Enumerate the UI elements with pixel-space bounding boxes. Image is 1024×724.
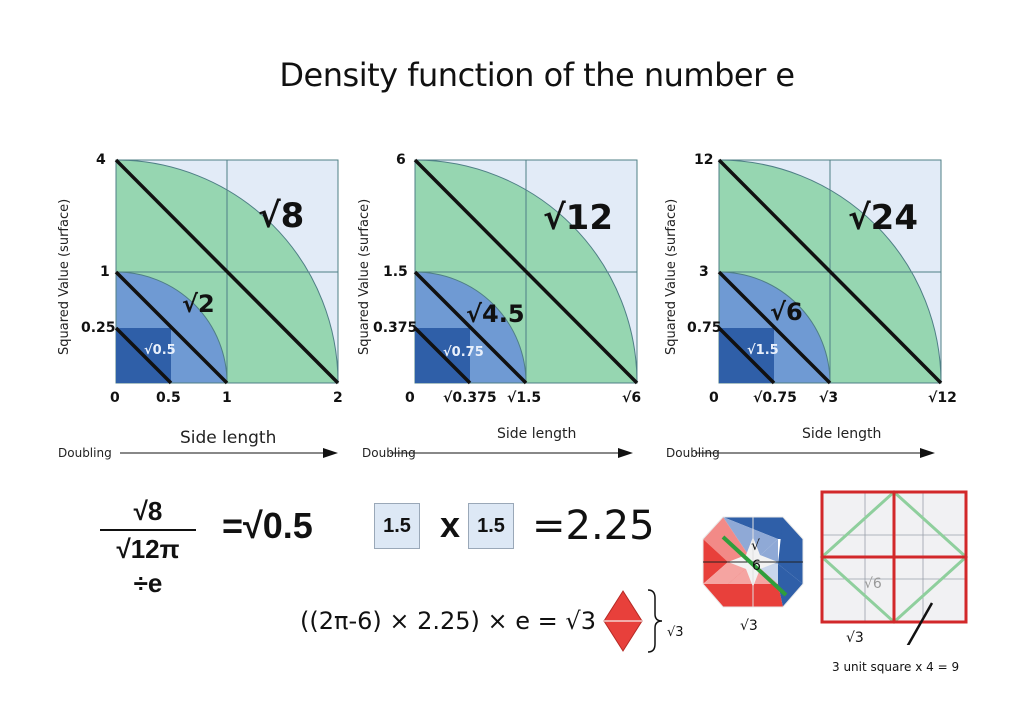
multiply-sign: x	[440, 504, 461, 545]
grid-side-label: √3	[846, 630, 864, 646]
octagon-caption: √3	[740, 618, 758, 634]
diagram-panel-1: Squared Value (surface) 4 1 0.25 0 0.5 1…	[0, 0, 1024, 460]
x-tick: 0	[110, 390, 120, 406]
fraction-bar	[100, 529, 196, 531]
page-title: Density function of the number e	[279, 56, 795, 94]
value-box-right: 1.5	[468, 503, 514, 549]
x-tick: √0.75	[753, 390, 797, 406]
region-label-mid: √2	[182, 290, 215, 318]
x-axis-label: Side length	[497, 426, 577, 442]
diagram-panel-2: Squared Value (surface) 6 1.5 0.375 0 √0…	[0, 0, 1024, 460]
fraction-denominator: √12π	[116, 534, 180, 564]
diagram-panel-3: Squared Value (surface) 12 3 0.75 0 √0.7…	[0, 0, 1024, 460]
octagon-figure	[702, 516, 804, 608]
grid-square-figure	[819, 489, 969, 645]
x-tick: 0	[709, 390, 719, 406]
grid-caption: 3 unit square x 4 = 9	[832, 660, 960, 674]
region-label-inner: √0.75	[443, 345, 484, 360]
y-tick: 4	[96, 152, 106, 168]
doubling-label: Doubling	[666, 446, 720, 460]
region-label-outer: √12	[543, 198, 613, 238]
region-label-mid: √4.5	[466, 300, 525, 328]
y-tick: 0.375	[373, 320, 418, 336]
octagon-center-label-bottom: 6	[752, 558, 761, 574]
y-tick: 1.5	[383, 264, 408, 280]
x-tick: 2	[333, 390, 343, 406]
y-tick: 12	[694, 152, 714, 168]
region-label-outer: √24	[848, 198, 918, 238]
region-label-inner: √0.5	[144, 343, 176, 358]
value-box-left: 1.5	[374, 503, 420, 549]
x-tick: 0	[405, 390, 415, 406]
y-tick: 0.25	[81, 320, 116, 336]
x-axis-label: Side length	[180, 428, 277, 448]
x-tick: √3	[819, 390, 839, 406]
y-axis-label: Squared Value (surface)	[664, 198, 679, 355]
doubling-label: Doubling	[58, 446, 112, 460]
x-tick: √1.5	[507, 390, 542, 406]
y-tick: 6	[396, 152, 406, 168]
region-label-outer: √8	[258, 196, 305, 236]
fraction-numerator: √8	[133, 496, 163, 526]
y-tick: 1	[100, 264, 110, 280]
x-tick: 0.5	[156, 390, 181, 406]
red-diamond-icon	[603, 590, 643, 652]
region-label-mid: √6	[770, 298, 803, 326]
formula-text: ((2π-6) × 2.25) × e = √3	[300, 607, 596, 635]
x-tick: √12	[928, 390, 957, 406]
x-tick: √6	[622, 390, 642, 406]
fraction-divisor: ÷e	[133, 568, 163, 598]
x-tick: 1	[222, 390, 232, 406]
doubling-label: Doubling	[362, 446, 416, 460]
product-result: =2.25	[532, 503, 655, 549]
brace-label: √3	[667, 625, 684, 640]
x-tick: √0.375	[443, 390, 497, 406]
region-label-inner: √1.5	[747, 343, 779, 358]
y-tick: 3	[699, 264, 709, 280]
x-axis-label: Side length	[802, 426, 882, 442]
octagon-center-label-top: √	[751, 538, 760, 554]
fraction-result: =√0.5	[222, 505, 313, 546]
grid-inner-label: √6	[864, 576, 882, 592]
y-tick: 0.75	[687, 320, 722, 336]
curly-brace-icon	[647, 589, 663, 653]
